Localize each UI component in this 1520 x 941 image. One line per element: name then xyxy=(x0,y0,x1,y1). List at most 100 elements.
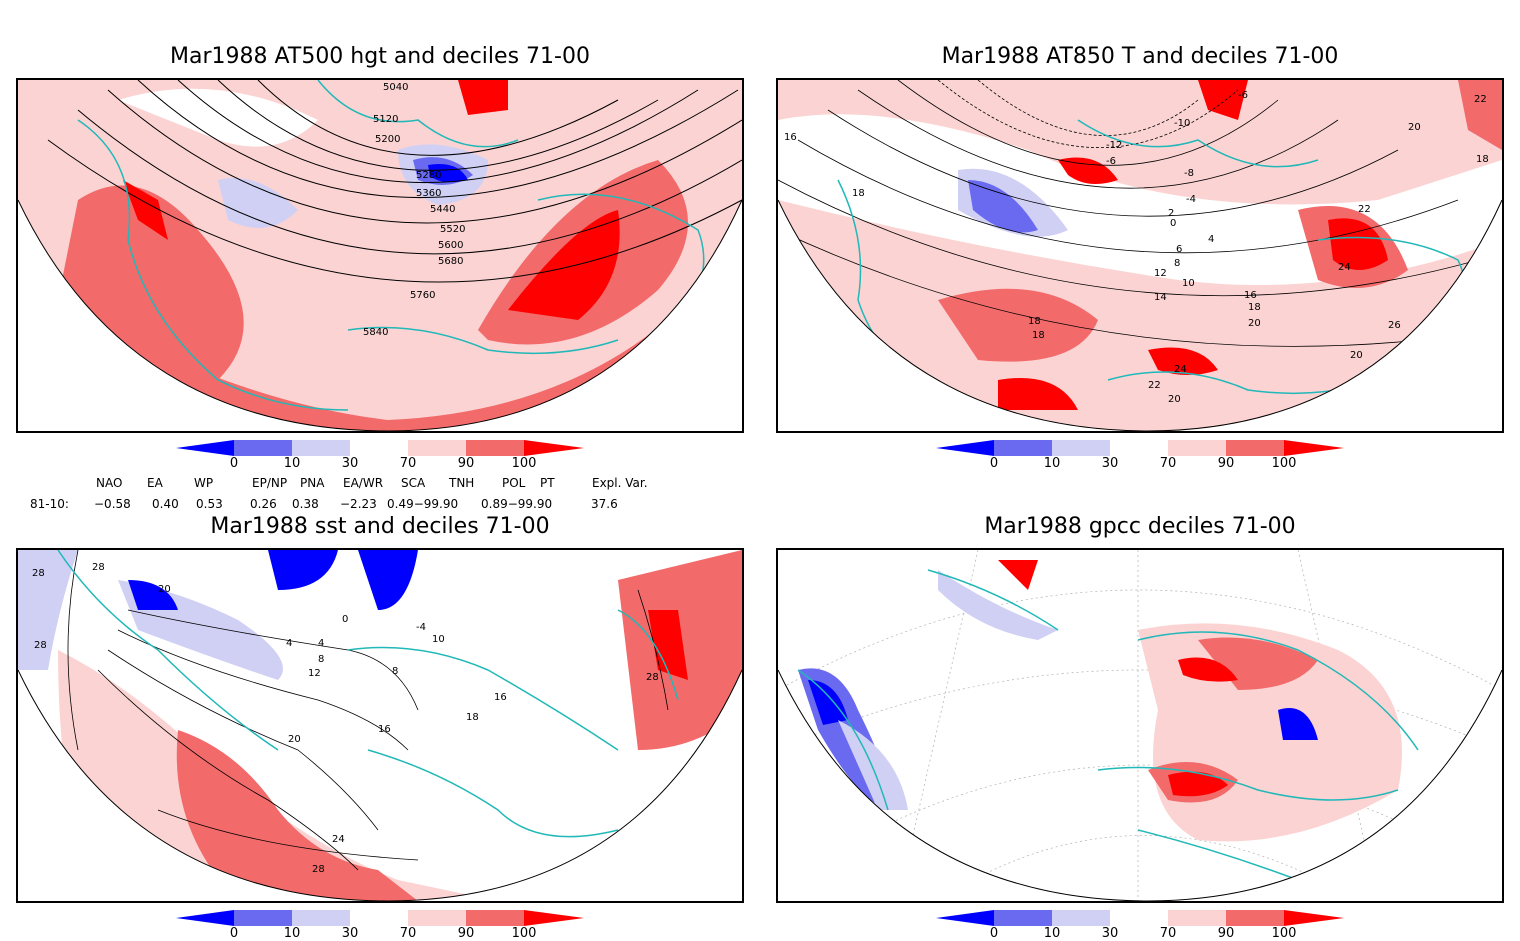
index-value: 0.89−99.90 xyxy=(481,497,553,511)
contour-label: 5120 xyxy=(373,114,398,125)
contour-label: 16 xyxy=(784,132,797,143)
temperature-contours xyxy=(778,80,1499,347)
panel-title-gpcc: Mar1988 gpcc deciles 71-00 xyxy=(984,514,1296,539)
colorbar-swatches xyxy=(176,440,584,456)
index-value: 0.53 xyxy=(196,497,223,511)
panel-title-t850: Mar1988 AT850 T and deciles 71-00 xyxy=(941,44,1339,69)
contour-label: 8 xyxy=(392,666,398,677)
contour-label: 20 xyxy=(158,584,171,595)
shade-light-red xyxy=(58,650,498,901)
map-panel-t850: -6 -10 -12 -8 -6 -4 0 2 4 6 8 10 12 14 1… xyxy=(776,78,1504,433)
cb-tick: 30 xyxy=(1101,926,1119,941)
cb-tick: 0 xyxy=(229,456,239,471)
cb-tick: 30 xyxy=(341,926,359,941)
contour-label: 24 xyxy=(332,834,345,845)
contour-label: 20 xyxy=(1408,122,1421,133)
contour-label: 20 xyxy=(1168,394,1181,405)
contour-label: 22 xyxy=(1148,380,1161,391)
contour-label: 5200 xyxy=(375,134,400,145)
cb-swatch-mid-blue xyxy=(994,440,1052,456)
cb-swatch-neutral xyxy=(1110,910,1168,926)
cb-swatch-light-blue xyxy=(292,440,350,456)
cb-swatch-light-red xyxy=(1168,910,1226,926)
contour-label: 22 xyxy=(1474,94,1487,105)
cb-swatch-dark-blue xyxy=(176,910,234,926)
shade-dark-red-north xyxy=(1198,80,1248,120)
cb-tick: 70 xyxy=(399,926,417,941)
contour-label: 20 xyxy=(1350,350,1363,361)
shade-dark-blue-hudson xyxy=(268,550,338,590)
contour-labels: -6 -10 -12 -8 -6 -4 0 2 4 6 8 10 12 14 1… xyxy=(784,90,1489,405)
cb-tick: 10 xyxy=(1043,926,1061,941)
contour-label: -10 xyxy=(1174,118,1190,129)
contour-label: 5600 xyxy=(438,240,463,251)
cb-swatch-light-blue xyxy=(1052,910,1110,926)
index-value: 0.26 xyxy=(250,497,277,511)
shade-light-blue-north xyxy=(938,570,1058,640)
contour-label: 5840 xyxy=(363,327,388,338)
index-row-label: 81-10: xyxy=(30,497,69,511)
contour-label: 26 xyxy=(1388,320,1401,331)
contour-label: 18 xyxy=(466,712,479,723)
shade-light-blue-west xyxy=(838,720,908,810)
cb-swatch-dark-blue xyxy=(936,910,994,926)
cb-swatch-light-blue xyxy=(1052,440,1110,456)
contour-label: -4 xyxy=(1186,194,1196,205)
map-sst: 28 28 28 20 0 -4 4 8 12 16 16 18 20 24 2… xyxy=(18,550,742,901)
indices-value-row: 81-10: −0.58 0.40 0.53 0.26 0.38 −2.23 0… xyxy=(0,497,760,513)
shade-mid-red-atlantic xyxy=(176,730,418,901)
colorbar-swatches xyxy=(936,440,1344,456)
contour-label: 20 xyxy=(1248,318,1261,329)
contour-label: 4 xyxy=(318,638,324,649)
shade-dark-blue-lab xyxy=(128,580,178,610)
cb-swatch-mid-blue xyxy=(234,440,292,456)
cb-tick: 70 xyxy=(1159,456,1177,471)
index-value: 0.40 xyxy=(152,497,179,511)
shade-mid-blue xyxy=(968,180,1038,233)
cb-swatch-dark-red xyxy=(1284,440,1344,456)
contour-label: 0 xyxy=(1170,218,1176,229)
cb-tick: 30 xyxy=(1101,456,1119,471)
cb-swatch-dark-red xyxy=(1284,910,1344,926)
contour-label: 28 xyxy=(646,672,659,683)
index-header: PT xyxy=(540,476,555,490)
contour-label: 18 xyxy=(1028,316,1041,327)
cb-swatch-dark-blue xyxy=(176,440,234,456)
contour-label: -8 xyxy=(1184,168,1194,179)
coastlines xyxy=(797,569,1419,881)
cb-tick: 70 xyxy=(1159,926,1177,941)
colorbar-top-left: 0 10 30 70 90 100 xyxy=(176,440,586,472)
contour-label: 18 xyxy=(1248,302,1261,313)
contour-label: 20 xyxy=(288,734,301,745)
shade-dark-blue-baffin xyxy=(358,550,418,610)
cb-tick: 100 xyxy=(1271,926,1297,941)
shade-mid-red-atlantic xyxy=(938,288,1098,362)
map-z500: 5040 5120 5200 5280 5360 5440 5520 5600 … xyxy=(18,80,742,431)
cb-tick: 0 xyxy=(989,926,999,941)
shade-dark-red-sahara xyxy=(1168,771,1228,797)
panel-title-sst: Mar1988 sst and deciles 71-00 xyxy=(210,514,550,539)
contour-label: -6 xyxy=(1238,90,1248,101)
shade-dark-red-east xyxy=(648,610,688,680)
contour-label: 28 xyxy=(32,568,45,579)
contour-label: 10 xyxy=(432,634,445,645)
cb-swatch-mid-red xyxy=(466,440,524,456)
shade-light-blue xyxy=(218,178,298,228)
contour-label: 16 xyxy=(1244,290,1257,301)
index-header: EP/NP xyxy=(252,476,288,490)
index-header: PNA xyxy=(300,476,325,490)
cb-tick: 90 xyxy=(457,456,475,471)
contour-label: -6 xyxy=(1106,156,1116,167)
cb-swatch-light-red xyxy=(408,440,466,456)
index-header: NAO xyxy=(96,476,123,490)
cb-tick: 70 xyxy=(399,456,417,471)
contour-label: 6 xyxy=(1176,244,1182,255)
shade-mid-red-ne xyxy=(1458,80,1502,150)
contour-label: 14 xyxy=(1154,292,1167,303)
cb-swatch-light-red xyxy=(408,910,466,926)
contour-labels: 5040 5120 5200 5280 5360 5440 5520 5600 … xyxy=(363,82,465,338)
index-value: −2.23 xyxy=(340,497,377,511)
contour-label: 18 xyxy=(1032,330,1045,341)
indices-header-row: NAO EA WP EP/NP PNA EA/WR SCA TNH POL PT… xyxy=(0,476,760,492)
colorbar-top-right: 0 10 30 70 90 100 xyxy=(936,440,1346,472)
